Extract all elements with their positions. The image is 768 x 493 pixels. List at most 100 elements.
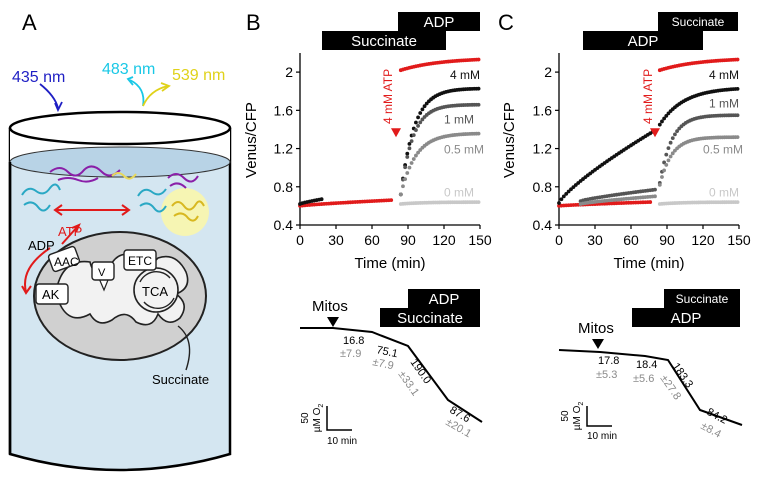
chart-c-series-1-point (662, 116, 667, 121)
chart-b-ylabel: Venus/CFP (243, 102, 260, 178)
sensor-proteins-icon (21, 165, 205, 222)
chart-b-bar-bottom-label: Succinate (351, 33, 417, 50)
resp-b-rate-1: 16.8 (343, 335, 364, 347)
chart-c-bar-top (658, 12, 738, 31)
resp-c-marker-icon (592, 339, 604, 349)
chart-c-xtick-label: 90 (659, 232, 675, 248)
resp-b-sem-1: ±7.9 (340, 348, 361, 360)
resp-c-bar-top (664, 289, 740, 308)
chart-c-series-3-point (664, 163, 669, 167)
resp-b-trace (300, 327, 483, 423)
label-tca: TCA (142, 284, 168, 299)
chart-b-series-3-point (476, 131, 481, 136)
chart-b-atp-arrow-icon (391, 128, 401, 138)
chart-c-ytick-label: 1.6 (533, 102, 553, 118)
chart-b-series-2-point (414, 128, 418, 132)
label-adp: ADP (28, 238, 55, 253)
chart-c-series-1-point (660, 119, 664, 124)
chart-b: ADP Succinate Venus/CFP Time (min) 0 30 60… (243, 12, 492, 272)
label-ak: AK (42, 287, 60, 302)
chart-b-series-3-point (416, 150, 420, 155)
chart-c-bar-top-label: Succinate (672, 15, 725, 29)
chart-c-series-2-point (673, 132, 677, 137)
chart-b-series-2-point (416, 123, 420, 128)
chart-b-annotation: 4 mM ATP (381, 69, 395, 124)
resp-c-bar-top-label: Succinate (676, 292, 729, 306)
chart-c-series-1-point (664, 113, 669, 118)
label-aac: AAC (54, 255, 79, 269)
chart-c-series-1-point (564, 191, 569, 196)
resp-b: ADP Succinate Mitos 16.8 ±7.9 75.1 ±7.9 … (300, 289, 483, 447)
chart-b-series-1-point (422, 104, 427, 109)
resp-b-scale-y-unit: µM O2 (312, 404, 325, 433)
chart-b-ytick-label: 2 (285, 64, 293, 80)
chart-b-xtick-label: 90 (400, 232, 416, 248)
chart-c-series-2-point (666, 146, 671, 151)
chart-b-series-3-point (414, 153, 418, 158)
chart-b-series-2-point (407, 146, 412, 151)
resp-b-bar-bottom (380, 308, 480, 327)
chart-b-series-1-point (416, 115, 420, 120)
chart-c-series-3-point (657, 182, 662, 187)
resp-b-scale-y-sub: 2 (318, 404, 325, 408)
chart-b-series-0-point (389, 198, 394, 203)
resp-c-scale-x: 10 min (587, 431, 617, 442)
label-etc: ETC (128, 254, 152, 268)
resp-b-bar-top (408, 289, 480, 308)
resp-c-rate-1: 17.8 (598, 355, 619, 367)
resp-c-bar-bottom (632, 308, 740, 327)
resp-b-bar-bottom-label: Succinate (397, 310, 463, 327)
panel-label-b: B (246, 10, 261, 35)
wavelength-539: 539 nm (172, 67, 225, 84)
chart-b-series-1-point (405, 151, 410, 156)
resp-b-scale-y: 50 (300, 412, 311, 424)
chart-b-xtick-label: 0 (296, 232, 304, 248)
chart-c-series-3-point (660, 175, 664, 179)
chart-b-series-3-point (405, 171, 410, 175)
label-atp: ATP (58, 224, 82, 239)
wavelength-435: 435 nm (12, 69, 65, 86)
chart-c-series-1-point (559, 197, 564, 202)
resp-b-bar-top-label: ADP (429, 291, 460, 308)
chart-c-series-3-point (668, 154, 673, 159)
chart-b-series-1-point (319, 197, 324, 202)
chart-c-ylabel: Venus/CFP (501, 102, 518, 178)
chart-b-series-4-point (476, 200, 481, 205)
resp-c-scale-bar (586, 406, 612, 427)
chart-c-series-2-point (653, 187, 657, 192)
chart-b-series-3-point (411, 157, 416, 161)
chart-b-bar-bottom (322, 31, 446, 50)
chart-b-ytick-label: 0.8 (274, 179, 294, 195)
chart-c-series-0-point (735, 57, 740, 62)
membrane-boxes (35, 245, 157, 305)
chart-c-series-4-point (735, 200, 740, 205)
chart-b-series-3-point (409, 161, 414, 165)
chart-b-xtick-label: 150 (468, 232, 492, 248)
chart-b-series-1-point (418, 111, 423, 115)
chart-b-series-2-point (405, 155, 410, 159)
resp-c: Succinate ADP Mitos 17.8 ±5.3 18.4 ±5.6 … (558, 289, 743, 442)
chart-c-series-label: 0 mM (709, 185, 739, 199)
chart-b-series-2-point (403, 165, 408, 170)
panel-label-a: A (22, 10, 37, 35)
chart-c-xtick-label: 60 (623, 232, 639, 248)
chart-b-xtick-label: 120 (432, 232, 456, 248)
chart-c-ytick-label: 0.8 (533, 179, 553, 195)
chart-c-series-3-point (662, 168, 667, 173)
chart-b-series-2-point (418, 120, 423, 125)
chart-c-ytick-label: 0.4 (533, 217, 553, 233)
chart-c-ytick-label: 2 (544, 64, 552, 80)
resp-b-scale-bar (326, 406, 352, 431)
chart-b-xlabel: Time (min) (354, 255, 425, 272)
chart-c-series-1-point (657, 122, 662, 127)
label-succinate: Succinate (152, 372, 209, 387)
chart-b-series-3-point (401, 184, 405, 189)
succinate-arrow (177, 325, 191, 371)
chart-c-ytick-label: 1.2 (533, 141, 553, 157)
resp-c-sem-2: ±5.6 (633, 373, 654, 385)
chart-b-series-1-point (407, 141, 412, 146)
chart-c-series-label: 4 mM (709, 68, 739, 82)
resp-b-rate-2: 75.1 (375, 344, 398, 360)
chart-b-bar-top-label: ADP (424, 14, 455, 31)
